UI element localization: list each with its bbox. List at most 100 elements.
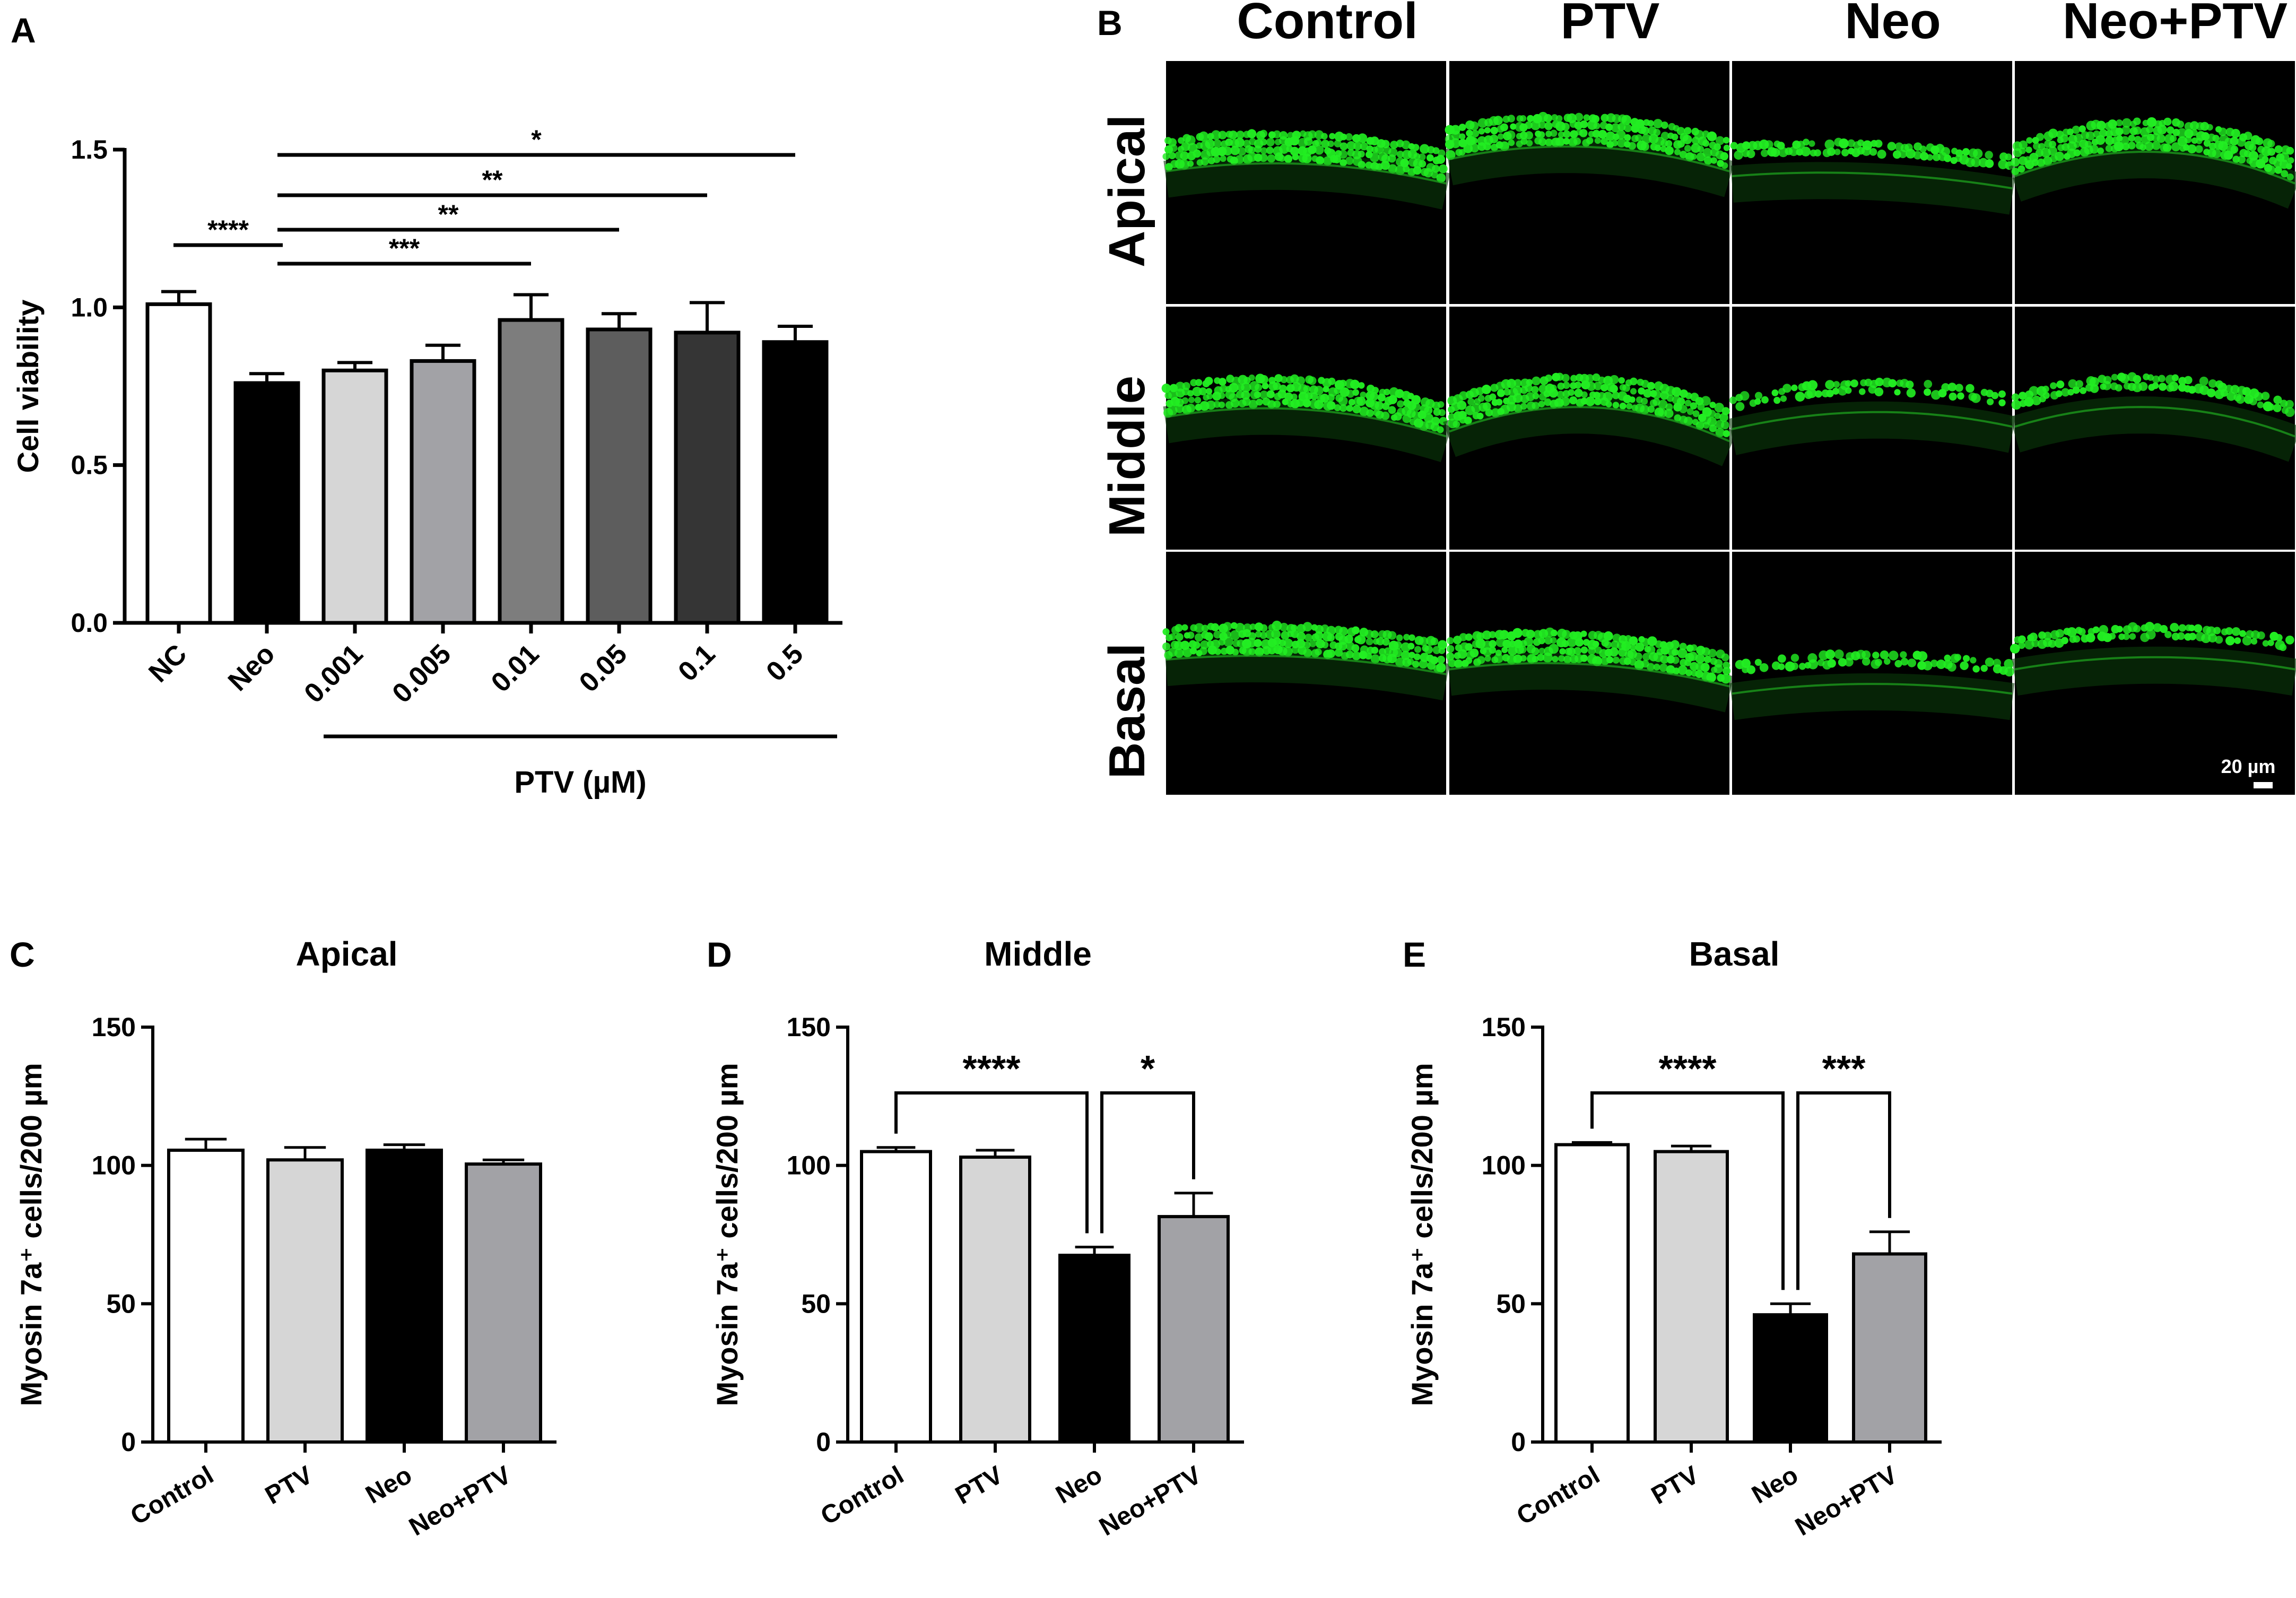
chart-a-bar-0-005 bbox=[410, 359, 476, 625]
chart-a-sig-label: **** bbox=[207, 215, 249, 245]
chart-e-y-tick-label: 50 bbox=[1496, 1289, 1526, 1318]
micrograph-tile-apical-neo-ptv bbox=[2008, 61, 2296, 304]
chart-e-x-tick-label: PTV bbox=[1647, 1461, 1703, 1510]
chart-c-y-tick-label: 100 bbox=[92, 1151, 136, 1180]
chart-c-y-tick-label: 0 bbox=[121, 1427, 136, 1457]
chart-c-x-tick-label: Neo bbox=[361, 1461, 416, 1509]
chart-e-x-tick-label: Neo+PTV bbox=[1790, 1461, 1902, 1542]
micrograph-tile-basal-control bbox=[1162, 552, 1450, 795]
micrograph-grid: Control PTV Neo Neo+PTV Apical Middle Ba… bbox=[1099, 0, 2296, 795]
chart-d-x-tick-label: PTV bbox=[951, 1461, 1007, 1510]
chart-d-y-tick-label: 50 bbox=[801, 1289, 831, 1318]
panel-letter-c: C bbox=[10, 935, 35, 974]
micro-row-label-apical: Apical bbox=[1099, 115, 1155, 267]
micro-row-label-middle: Middle bbox=[1099, 376, 1155, 537]
panel-letter-b: B bbox=[1097, 3, 1123, 42]
chart-c-x-tick-label: Control bbox=[126, 1461, 218, 1531]
chart-a-group-label: PTV (µM) bbox=[514, 765, 646, 800]
chart-e-x-tick-label: Control bbox=[1512, 1461, 1604, 1531]
chart-d-x-tick-label: Neo bbox=[1051, 1461, 1107, 1509]
chart-e-bar-control bbox=[1554, 1143, 1630, 1444]
chart-e-sig-label: *** bbox=[1822, 1048, 1866, 1089]
chart-a-bar-0-05 bbox=[586, 327, 653, 625]
chart-c-x-tick-label: Neo+PTV bbox=[404, 1461, 516, 1542]
chart-d-middle: Middle 0 50 100 150 Myosin 7a⁺ cells/200 µm Co… bbox=[710, 935, 1244, 1542]
chart-d-y-tick-label: 100 bbox=[787, 1151, 831, 1180]
micrograph-tile-middle-ptv bbox=[1443, 307, 1737, 550]
chart-d-y-tick-label: 150 bbox=[787, 1012, 831, 1042]
chart-d-bar-neo-ptv bbox=[1158, 1215, 1230, 1444]
chart-c-apical: Apical 0 50 100 150 Myosin 7a⁺ cells/200 µm Co… bbox=[14, 935, 556, 1542]
micrograph-tile-basal-ptv bbox=[1446, 552, 1734, 795]
chart-a-x-tick-label: 0.005 bbox=[386, 638, 457, 709]
chart-a-x-tick-label: Neo bbox=[222, 638, 281, 697]
micro-col-label-control: Control bbox=[1237, 0, 1417, 49]
micrograph-tile-basal-neo-ptv bbox=[2010, 552, 2296, 795]
chart-c-x-tick-label: PTV bbox=[260, 1461, 317, 1510]
micrograph-tile-middle-neo bbox=[1728, 307, 2016, 550]
chart-e-bar-neo-ptv bbox=[1852, 1252, 1927, 1444]
chart-d-y-label: Myosin 7a⁺ cells/200 µm bbox=[710, 1063, 744, 1406]
micrograph-tile-basal-neo bbox=[1729, 552, 2015, 795]
chart-d-sig-label: **** bbox=[963, 1048, 1021, 1089]
panel-letter-d: D bbox=[707, 935, 732, 974]
chart-d-x-tick-label: Neo+PTV bbox=[1094, 1461, 1206, 1542]
chart-e-basal: Basal 0 50 100 150 Myosin 7a⁺ cells/200 µm Con… bbox=[1405, 935, 1942, 1542]
chart-a-bar-neo bbox=[233, 381, 300, 625]
chart-e-x-tick-label: Neo bbox=[1747, 1461, 1803, 1509]
micrograph-tile-apical-neo bbox=[1730, 61, 2015, 304]
chart-e-sig-bracket bbox=[1590, 1091, 1785, 1290]
chart-c-bar-neo bbox=[366, 1148, 443, 1444]
micrograph-tile-middle-neo-ptv bbox=[2010, 307, 2296, 550]
chart-e-title: Basal bbox=[1689, 935, 1780, 973]
chart-a-x-tick-label: 0.001 bbox=[298, 638, 369, 709]
micro-row-label-basal: Basal bbox=[1099, 643, 1155, 779]
chart-c-bar-neo-ptv bbox=[465, 1162, 542, 1444]
chart-a-x-tick-label: NC bbox=[143, 638, 193, 688]
chart-e-y-label: Myosin 7a⁺ cells/200 µm bbox=[1405, 1063, 1439, 1406]
micro-col-label-neo: Neo bbox=[1845, 0, 1941, 49]
chart-c-y-tick-label: 150 bbox=[92, 1012, 136, 1042]
chart-d-y-tick-label: 0 bbox=[816, 1427, 831, 1457]
micrograph-tile-apical-control bbox=[1162, 61, 1450, 304]
chart-a-bar-0-001 bbox=[321, 368, 388, 625]
chart-a-y-tick-label: 0.0 bbox=[71, 608, 108, 638]
chart-c-y-label: Myosin 7a⁺ cells/200 µm bbox=[14, 1063, 48, 1406]
chart-a-bar-0-5 bbox=[762, 340, 829, 625]
chart-d-title: Middle bbox=[984, 935, 1092, 973]
chart-d-sig-bracket bbox=[894, 1091, 1089, 1234]
chart-e-y-tick-label: 100 bbox=[1482, 1151, 1526, 1180]
chart-a-sig-label: ** bbox=[482, 165, 503, 195]
chart-e-y-tick-label: 150 bbox=[1482, 1012, 1526, 1042]
micro-col-label-ptv: PTV bbox=[1561, 0, 1660, 49]
chart-a-x-tick-label: 0.5 bbox=[760, 638, 809, 687]
chart-a-sig-label: *** bbox=[389, 233, 420, 263]
chart-e-sig-label: **** bbox=[1659, 1048, 1717, 1089]
chart-a-x-tick-label: 0.1 bbox=[672, 638, 721, 687]
chart-d-bar-neo bbox=[1058, 1254, 1130, 1444]
chart-e-bar-neo bbox=[1753, 1313, 1828, 1444]
micrograph-tile-apical-ptv bbox=[1445, 61, 1735, 304]
chart-d-bar-control bbox=[860, 1150, 932, 1444]
chart-d-x-tick-label: Control bbox=[816, 1461, 908, 1531]
chart-d-bar-ptv bbox=[959, 1156, 1031, 1444]
chart-c-y-tick-label: 50 bbox=[106, 1289, 136, 1318]
micrograph-tile-middle-control bbox=[1161, 307, 1452, 550]
chart-c-bar-ptv bbox=[266, 1158, 344, 1444]
scale-bar-label: 20 µm bbox=[2221, 755, 2276, 777]
chart-a-y-tick-label: 1.5 bbox=[71, 135, 108, 164]
chart-a-sig-label: ** bbox=[438, 199, 459, 229]
chart-d-sig-bracket bbox=[1100, 1091, 1195, 1234]
chart-c-bar-control bbox=[167, 1148, 245, 1444]
scale-bar bbox=[2254, 782, 2273, 788]
chart-a-x-tick-label: 0.01 bbox=[485, 638, 545, 698]
panel-letter-e: E bbox=[1403, 935, 1426, 974]
chart-e-y-tick-label: 0 bbox=[1511, 1427, 1526, 1457]
panel-letter-a: A bbox=[11, 11, 36, 50]
chart-a-bar-0-01 bbox=[498, 318, 564, 625]
chart-e-bar-ptv bbox=[1654, 1150, 1729, 1444]
chart-a-y-tick-label: 1.0 bbox=[71, 292, 108, 322]
chart-d-sig-label: * bbox=[1141, 1048, 1155, 1089]
chart-c-title: Apical bbox=[295, 935, 397, 973]
